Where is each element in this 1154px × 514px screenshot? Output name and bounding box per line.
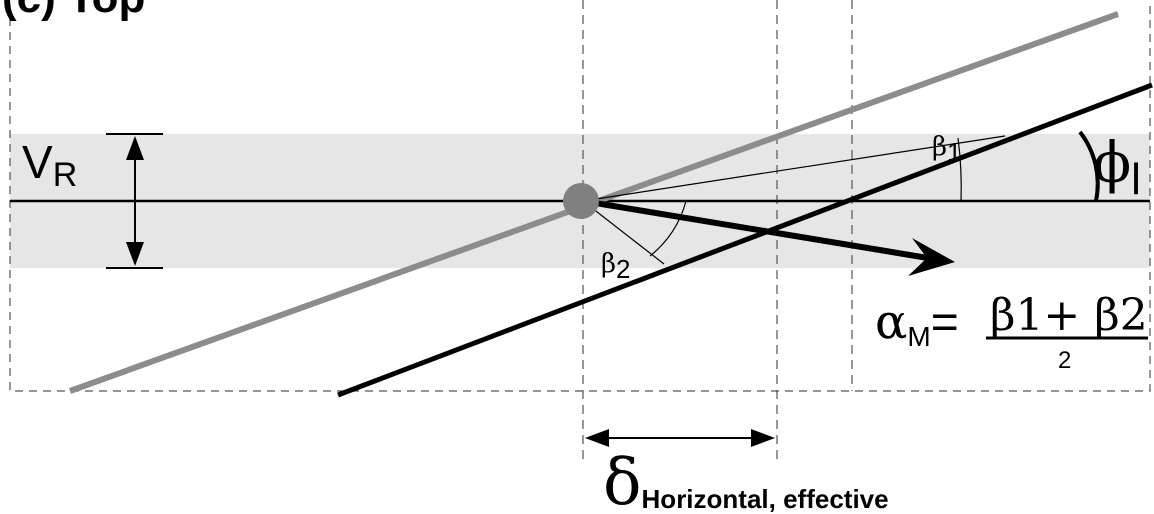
phi-arc bbox=[1078, 130, 1100, 202]
alpha-arrowhead bbox=[908, 238, 955, 276]
phi-label: ϕl bbox=[1093, 131, 1141, 204]
beta1-ray bbox=[582, 135, 1006, 202]
origin-dot bbox=[563, 183, 599, 219]
beta1-arc bbox=[957, 137, 962, 202]
beta2-arc bbox=[649, 200, 687, 257]
beta1-label: β1 bbox=[932, 132, 962, 167]
vr-arrow-up bbox=[126, 136, 144, 160]
formula-denominator: 2 bbox=[1058, 347, 1071, 374]
vr-label: VR bbox=[22, 136, 77, 194]
panel-label: (c) Top bbox=[2, 0, 145, 22]
alpha-arrow-shaft bbox=[582, 198, 929, 261]
dashed-frame bbox=[9, 0, 1151, 392]
vr-arrow-down bbox=[126, 242, 144, 266]
delta-arrow-left bbox=[585, 429, 609, 447]
formula-numerator: β1+ β2 bbox=[990, 290, 1148, 341]
alpha-label: αM= bbox=[875, 294, 959, 352]
delta-arrow-right bbox=[751, 429, 775, 447]
beta2-ray bbox=[582, 200, 665, 265]
black-line bbox=[337, 82, 1153, 398]
delta-label: δHorizontal, effective bbox=[603, 446, 889, 514]
beta2-label: β2 bbox=[601, 249, 631, 284]
